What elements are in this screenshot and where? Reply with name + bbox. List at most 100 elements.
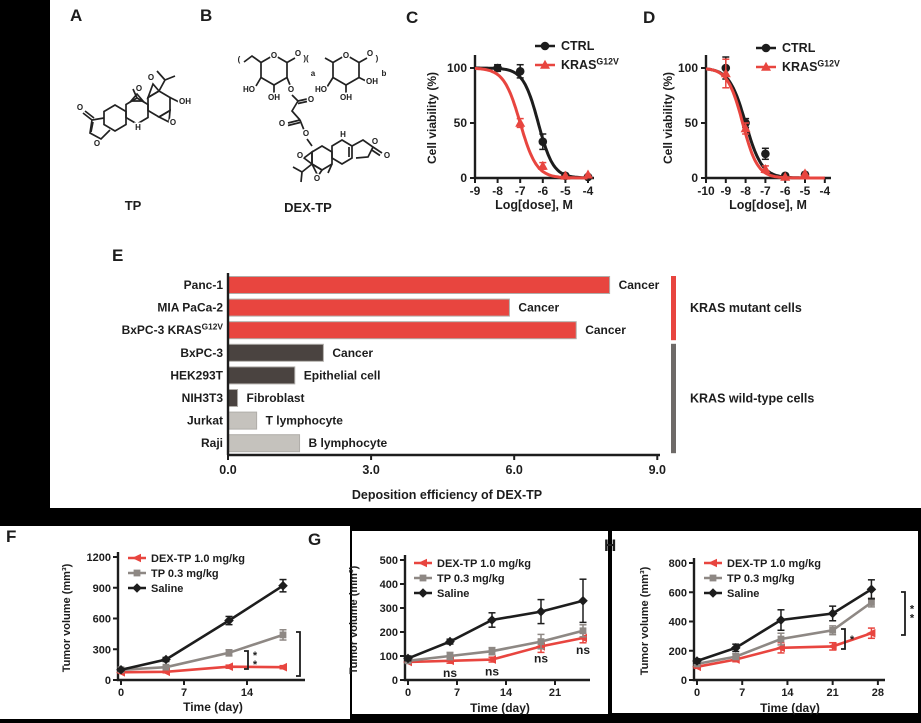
svg-text:400: 400	[669, 617, 687, 629]
svg-text:Fibroblast: Fibroblast	[247, 391, 305, 405]
svg-text:300: 300	[93, 644, 111, 656]
svg-text:Tumor volume (mm³): Tumor volume (mm³)	[61, 563, 73, 672]
svg-text:TP 0.3 mg/kg: TP 0.3 mg/kg	[437, 573, 505, 585]
svg-text:Saline: Saline	[151, 583, 183, 595]
svg-text:21: 21	[827, 687, 839, 699]
svg-text:O: O	[279, 119, 285, 128]
svg-text:ns: ns	[534, 651, 548, 665]
svg-text:O: O	[367, 49, 373, 58]
svg-text:-9: -9	[720, 184, 731, 198]
svg-text:500: 500	[380, 555, 398, 567]
svg-text:-4: -4	[583, 184, 594, 198]
svg-text:0: 0	[105, 675, 111, 687]
svg-text:O: O	[77, 103, 83, 112]
svg-text:-7: -7	[760, 184, 771, 198]
svg-text:B lymphocyte: B lymphocyte	[309, 436, 388, 450]
svg-text:*: *	[910, 604, 915, 616]
svg-text:T lymphocyte: T lymphocyte	[266, 414, 344, 428]
svg-text:ns: ns	[576, 643, 590, 657]
svg-text:DEX-TP 1.0 mg/kg: DEX-TP 1.0 mg/kg	[727, 558, 821, 570]
svg-text:200: 200	[380, 627, 398, 639]
svg-text:O: O	[295, 49, 301, 58]
panel-d-label: D	[643, 8, 656, 27]
svg-text:Tumor volume (mm³): Tumor volume (mm³)	[639, 566, 651, 675]
svg-text:600: 600	[93, 614, 111, 626]
svg-text:O: O	[297, 151, 303, 160]
svg-text:-6: -6	[780, 184, 791, 198]
svg-text:0: 0	[691, 171, 698, 185]
svg-text:21: 21	[549, 687, 561, 699]
svg-text:Epithelial cell: Epithelial cell	[304, 368, 381, 382]
svg-text:KRAS mutant cells: KRAS mutant cells	[690, 301, 802, 315]
svg-text:HO: HO	[243, 85, 255, 94]
svg-text:)(: )(	[303, 54, 309, 63]
panel-e-chart: Panc-1 Cancer MIA PaCa-2 Cancer BxPC-3 KRASG…	[122, 273, 814, 502]
svg-text:*: *	[253, 650, 258, 662]
svg-text:Deposition efficiency of DEX-T: Deposition efficiency of DEX-TP	[352, 488, 542, 502]
svg-text:DEX-TP 1.0 mg/kg: DEX-TP 1.0 mg/kg	[437, 558, 531, 570]
panel-c-label: C	[406, 8, 419, 27]
svg-text:50: 50	[454, 116, 468, 130]
svg-text:*: *	[910, 613, 915, 625]
svg-text:-10: -10	[697, 184, 715, 198]
svg-text:BxPC-3 KRASG12V: BxPC-3 KRASG12V	[122, 322, 224, 338]
svg-text:KRASG12V: KRASG12V	[782, 58, 840, 74]
svg-text:*: *	[253, 659, 258, 671]
svg-text:HEK293T: HEK293T	[170, 368, 223, 382]
panel-a-label: A	[70, 6, 83, 25]
svg-text:KRASG12V: KRASG12V	[561, 56, 619, 72]
svg-text:300: 300	[380, 603, 398, 615]
svg-text:O: O	[372, 137, 378, 146]
panel-h-label: H	[604, 536, 617, 555]
svg-text:14: 14	[241, 687, 254, 699]
svg-text:TP 0.3 mg/kg: TP 0.3 mg/kg	[151, 568, 219, 580]
svg-text:HO: HO	[315, 85, 327, 94]
svg-text:Cell viability (%): Cell viability (%)	[661, 72, 675, 164]
svg-text:0: 0	[392, 675, 398, 687]
svg-text:a: a	[311, 69, 316, 78]
svg-text:Panc-1: Panc-1	[184, 278, 224, 292]
svg-text:Time (day): Time (day)	[183, 700, 243, 714]
svg-text:-4: -4	[819, 184, 830, 198]
panel-e-label: E	[112, 246, 124, 265]
svg-text:14: 14	[500, 687, 513, 699]
svg-text:O: O	[303, 129, 309, 138]
svg-text:7: 7	[454, 687, 460, 699]
svg-text:OH: OH	[179, 97, 191, 106]
svg-text:O: O	[384, 151, 390, 160]
svg-text:0: 0	[681, 675, 687, 687]
svg-text:Cancer: Cancer	[518, 301, 559, 315]
dextp-caption: DEX-TP	[284, 200, 332, 215]
svg-text:Saline: Saline	[437, 588, 469, 600]
svg-text:7: 7	[181, 687, 187, 699]
figure-tile-g	[352, 531, 608, 714]
svg-text:0: 0	[118, 687, 124, 699]
svg-text:Saline: Saline	[727, 588, 759, 600]
svg-text:O: O	[136, 84, 142, 93]
svg-text:TP 0.3 mg/kg: TP 0.3 mg/kg	[727, 573, 795, 585]
svg-text:400: 400	[380, 579, 398, 591]
svg-text:3.0: 3.0	[362, 463, 379, 477]
svg-text:600: 600	[669, 587, 687, 599]
svg-text:OH: OH	[366, 77, 378, 86]
figure-tile-f	[0, 526, 350, 719]
panel-f-label: F	[6, 527, 17, 546]
svg-text:*: *	[850, 634, 855, 646]
panel-f-chart: 0 300 600 900 1200 0 7 14 Tumor volume (mm³) Time…	[61, 552, 305, 714]
svg-text:9.0: 9.0	[649, 463, 666, 477]
tp-caption: TP	[124, 198, 142, 213]
svg-text:(: (	[238, 55, 241, 64]
svg-text:-5: -5	[800, 184, 811, 198]
svg-text:O: O	[271, 51, 277, 60]
svg-text:-5: -5	[560, 184, 571, 198]
svg-text:900: 900	[93, 583, 111, 595]
svg-text:DEX-TP 1.0 mg/kg: DEX-TP 1.0 mg/kg	[151, 553, 245, 565]
svg-text:ns: ns	[443, 666, 457, 680]
svg-text:O: O	[94, 139, 100, 148]
figure-tile-h	[612, 531, 918, 713]
panel-b-label: B	[200, 6, 213, 25]
svg-text:MIA PaCa-2: MIA PaCa-2	[157, 301, 223, 315]
svg-text:Time (day): Time (day)	[470, 701, 530, 715]
svg-text:Log[dose], M: Log[dose], M	[729, 198, 807, 212]
